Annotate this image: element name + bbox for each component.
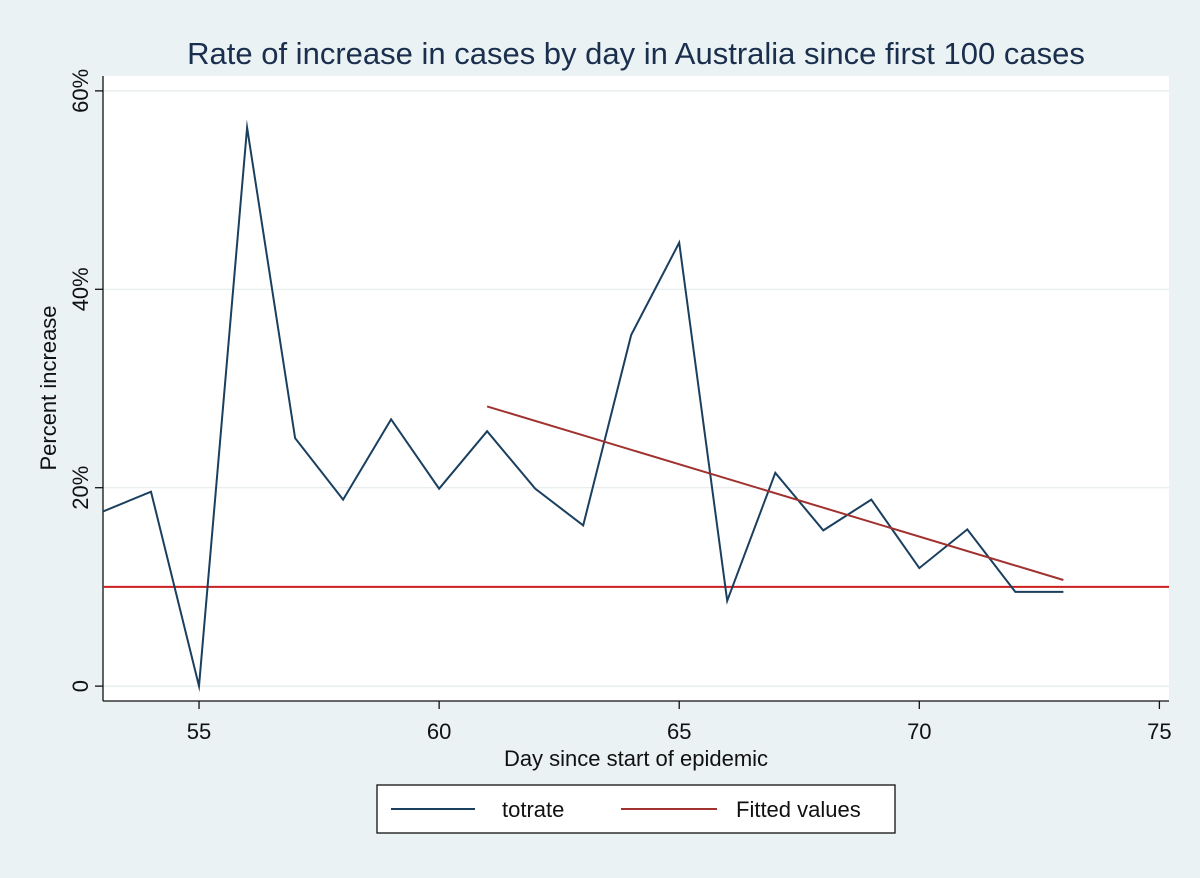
y-tick-label: 40% xyxy=(68,267,93,311)
y-axis-label: Percent increase xyxy=(36,305,61,470)
x-tick-label: 75 xyxy=(1147,719,1171,744)
x-tick-label: 70 xyxy=(907,719,931,744)
grid-lines xyxy=(103,90,1169,687)
x-axis-label: Day since start of epidemic xyxy=(504,746,768,771)
legend-entry-fitted-values-label: Fitted values xyxy=(736,797,861,822)
chart-title: Rate of increase in cases by day in Aust… xyxy=(187,36,1085,71)
series-lines xyxy=(102,119,1064,693)
x-tick-label: 55 xyxy=(187,719,211,744)
axes: 55 60 65 70 75 0 20% 40% 60% xyxy=(68,69,1172,744)
x-tick-label: 60 xyxy=(427,719,451,744)
fitted-values-line xyxy=(486,405,1064,581)
legend: totrate Fitted values xyxy=(376,784,896,834)
y-tick-label: 0 xyxy=(68,680,93,692)
y-tick-label: 60% xyxy=(68,69,93,113)
legend-entry-totrate-label: totrate xyxy=(502,797,564,822)
plot-region xyxy=(103,76,1169,701)
totrate-line xyxy=(102,119,1064,693)
y-tick-label: 20% xyxy=(68,466,93,510)
x-tick-label: 65 xyxy=(667,719,691,744)
